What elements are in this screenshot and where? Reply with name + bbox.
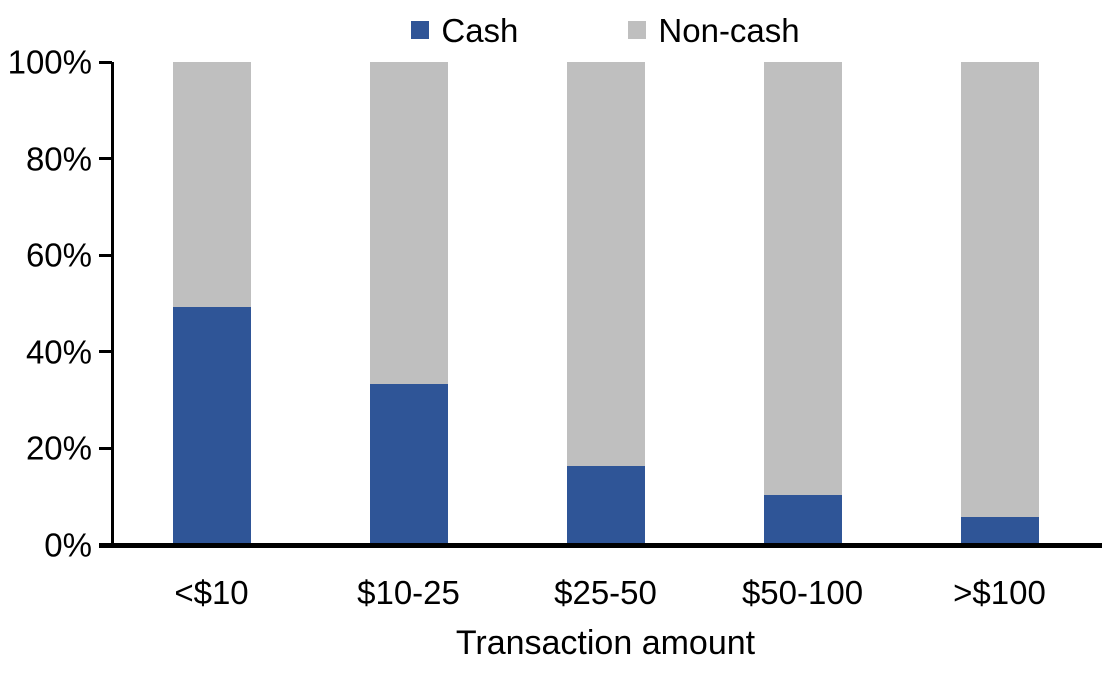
y-axis-line — [111, 62, 114, 545]
bar-1 — [172, 62, 251, 543]
y-tick-mark — [99, 253, 112, 257]
x-category-label: >$100 — [953, 574, 1046, 611]
bar-segment-non-cash — [369, 62, 448, 385]
bar-segment-cash — [763, 494, 842, 543]
legend-entry-noncash: Non-cash — [628, 11, 800, 49]
x-category-label: $10-25 — [357, 574, 460, 611]
y-tick-label: 80% — [25, 140, 92, 178]
bar-segment-non-cash — [172, 62, 251, 308]
bar-segment-cash — [960, 516, 1039, 543]
bar-segment-non-cash — [960, 62, 1039, 517]
chart-legend: Cash Non-cash — [113, 8, 1098, 52]
y-tick-mark — [99, 446, 112, 450]
bar-2 — [369, 62, 448, 543]
bar-segment-cash — [566, 466, 645, 543]
bar-segment-non-cash — [763, 62, 842, 495]
bar-segment-non-cash — [566, 62, 645, 467]
y-tick-mark — [99, 350, 112, 354]
legend-entry-cash: Cash — [411, 14, 518, 47]
legend-label-noncash: Non-cash — [658, 11, 800, 49]
cash-legend-swatch-icon — [411, 21, 430, 39]
y-tick-label: 60% — [25, 236, 92, 274]
y-tick-label: 40% — [25, 333, 92, 371]
x-category-label: $25-50 — [554, 574, 657, 611]
x-category-label: $50-100 — [741, 574, 864, 611]
x-category-label: <$10 — [174, 574, 249, 611]
y-tick-label: 20% — [25, 429, 92, 467]
y-tick-label: 100% — [7, 43, 92, 81]
bar-segment-cash — [369, 384, 448, 543]
y-tick-label: 0% — [44, 526, 92, 564]
bar-4 — [763, 62, 842, 543]
bar-5 — [960, 62, 1039, 543]
bar-3 — [566, 62, 645, 543]
legend-label-cash: Cash — [441, 11, 519, 49]
noncash-legend-swatch-icon — [628, 21, 647, 39]
x-axis-line — [99, 543, 1102, 548]
x-axis-title: Transaction amount — [455, 624, 756, 662]
y-tick-mark — [99, 157, 112, 161]
y-tick-mark — [99, 60, 112, 64]
bar-segment-cash — [172, 307, 251, 543]
